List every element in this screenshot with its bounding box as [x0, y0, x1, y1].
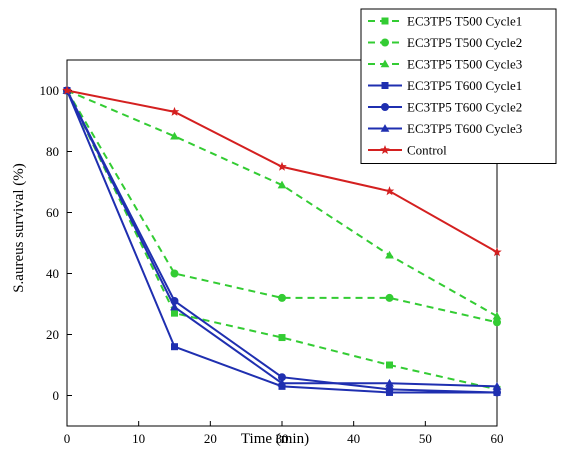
series-line [66, 90, 498, 391]
y-tick-label: 40 [46, 266, 59, 281]
data-point-circle [381, 38, 389, 47]
series-7 [62, 85, 502, 257]
data-point-square [381, 17, 389, 25]
data-point-star [384, 186, 395, 196]
x-tick-label: 0 [64, 431, 71, 446]
x-tick-label: 40 [347, 431, 360, 446]
legend-label: EC3TP5 T500 Cycle2 [407, 35, 522, 50]
data-point-square [171, 343, 178, 351]
x-tick-label: 60 [491, 431, 504, 446]
legend-label: EC3TP5 T500 Cycle1 [407, 14, 522, 29]
data-point-circle [381, 103, 389, 111]
data-point-square [381, 82, 389, 89]
data-point-circle [385, 385, 394, 394]
data-point-triangle [385, 250, 394, 259]
legend-item: EC3TP5 T600 Cycle2 [368, 100, 522, 115]
legend-label: EC3TP5 T500 Cycle3 [407, 57, 522, 72]
data-point-square [171, 309, 178, 317]
legend-label: EC3TP5 T600 Cycle3 [407, 121, 522, 136]
y-axis-title: S.aureus survival (%) [11, 163, 27, 293]
y-tick-label: 60 [46, 205, 59, 220]
x-tick-label: 30 [276, 431, 289, 446]
data-point-circle [385, 293, 394, 302]
data-point-triangle [170, 302, 179, 311]
series-5 [63, 86, 501, 397]
data-point-triangle [492, 381, 502, 390]
data-point-star [277, 161, 287, 171]
legend-item: EC3TP5 T600 Cycle1 [368, 78, 522, 93]
data-point-triangle [170, 131, 179, 140]
data-point-square [386, 361, 393, 369]
data-point-circle [278, 373, 286, 382]
data-point-circle [278, 293, 286, 302]
legend-label: EC3TP5 T600 Cycle2 [407, 100, 522, 115]
data-point-triangle [385, 378, 394, 387]
y-tick-label: 80 [46, 144, 59, 159]
y-tick-label: 20 [46, 327, 59, 342]
data-point-circle [493, 318, 501, 327]
x-tick-label: 20 [204, 431, 217, 446]
data-point-star [62, 85, 72, 95]
x-tick-label: 50 [419, 431, 432, 446]
data-point-star [492, 247, 502, 257]
data-point-triangle [277, 378, 287, 387]
legend-label: Control [407, 143, 447, 158]
x-axis-title: Time (min) [241, 431, 309, 447]
y-tick-label: 0 [53, 388, 60, 403]
legend-item: EC3TP5 T600 Cycle3 [368, 121, 522, 136]
data-point-triangle [492, 311, 502, 320]
legend-item: EC3TP5 T500 Cycle3 [368, 57, 522, 72]
legend-label: EC3TP5 T600 Cycle1 [407, 78, 522, 93]
plot-series [62, 85, 502, 397]
axes: 0 10 20 30 40 50 60 0 20 40 60 80 100 [40, 59, 504, 446]
data-point-square [278, 334, 286, 342]
legend: EC3TP5 T500 Cycle1 EC3TP5 T500 Cycle2 EC3T… [360, 8, 557, 164]
data-point-triangle [277, 180, 287, 189]
data-point-star [380, 145, 390, 155]
y-tick-label: 100 [40, 83, 60, 98]
data-point-triangle [380, 124, 390, 132]
data-point-circle [170, 269, 179, 278]
data-point-triangle [380, 59, 390, 68]
legend-item: EC3TP5 T500 Cycle1 [368, 14, 522, 29]
x-tick-label: 10 [132, 431, 145, 446]
legend-item: EC3TP5 T500 Cycle2 [368, 35, 522, 50]
legend-item: Control [368, 143, 447, 158]
data-point-star [169, 106, 180, 116]
data-point-circle [493, 388, 501, 397]
